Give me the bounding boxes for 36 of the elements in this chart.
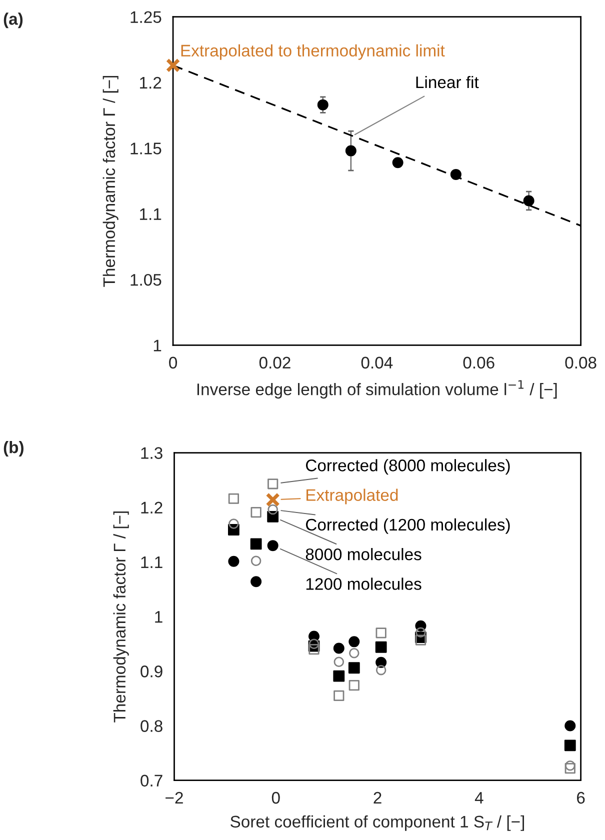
y-tick-label: 1 — [155, 611, 162, 623]
x-axis-title: Inverse edge length of simulation volume l$^{−1}$ / [−] — [197, 380, 557, 399]
series-label: Extrapolated to thermodynamic limit — [181, 44, 445, 60]
x-tick-label: 0 — [169, 356, 178, 369]
y-tick-label: 0.8 — [140, 720, 162, 732]
x-tick-label: −2 — [166, 792, 183, 804]
text: 8000 molecules — [306, 548, 422, 560]
y-tick-label: 1.15 — [130, 142, 162, 154]
series-label: Corrected (1200 molecules) — [306, 518, 510, 534]
text: (a) — [4, 12, 23, 28]
y-axis-title: Thermodynamic factor Γ / [−] — [102, 76, 118, 287]
y-axis-title: Thermodynamic factor Γ / [−] — [113, 511, 129, 722]
y-tick-label: 1.1 — [140, 208, 162, 220]
y-tick-label: 0.7 — [140, 774, 162, 787]
x-tick-label: 0.08 — [565, 356, 596, 369]
y-tick-label: 1.25 — [130, 11, 162, 24]
x-tick-label: 6 — [577, 792, 585, 804]
series-label: Extrapolated — [306, 488, 398, 504]
y-tick-label: 1.2 — [141, 502, 162, 514]
series-label: 1200 molecules — [306, 578, 422, 590]
y-tick-label: 0.9 — [140, 666, 162, 678]
y-tick-label: 1.05 — [130, 274, 162, 286]
y-tick-label: 1.1 — [141, 556, 162, 568]
x-tick-label: 4 — [474, 792, 484, 804]
y-tick-label: 1.2 — [140, 76, 162, 89]
series-label: Corrected (8000 molecules) — [306, 459, 510, 475]
y-tick-label: 1.3 — [141, 447, 162, 459]
x-tick-label: 0 — [272, 792, 280, 804]
x-tick-label: 2 — [374, 792, 382, 804]
x-tick-label: 0.02 — [259, 356, 290, 369]
text: (b) — [4, 441, 24, 457]
text: Linear fit — [416, 76, 479, 88]
x-tick-label: 0.06 — [463, 356, 494, 369]
x-axis-title: Soret coefficient of component 1 S$_{T}$ / [−] — [230, 815, 524, 831]
y-tick-label: 1 — [154, 340, 162, 352]
x-tick-label: 0.04 — [361, 356, 393, 369]
